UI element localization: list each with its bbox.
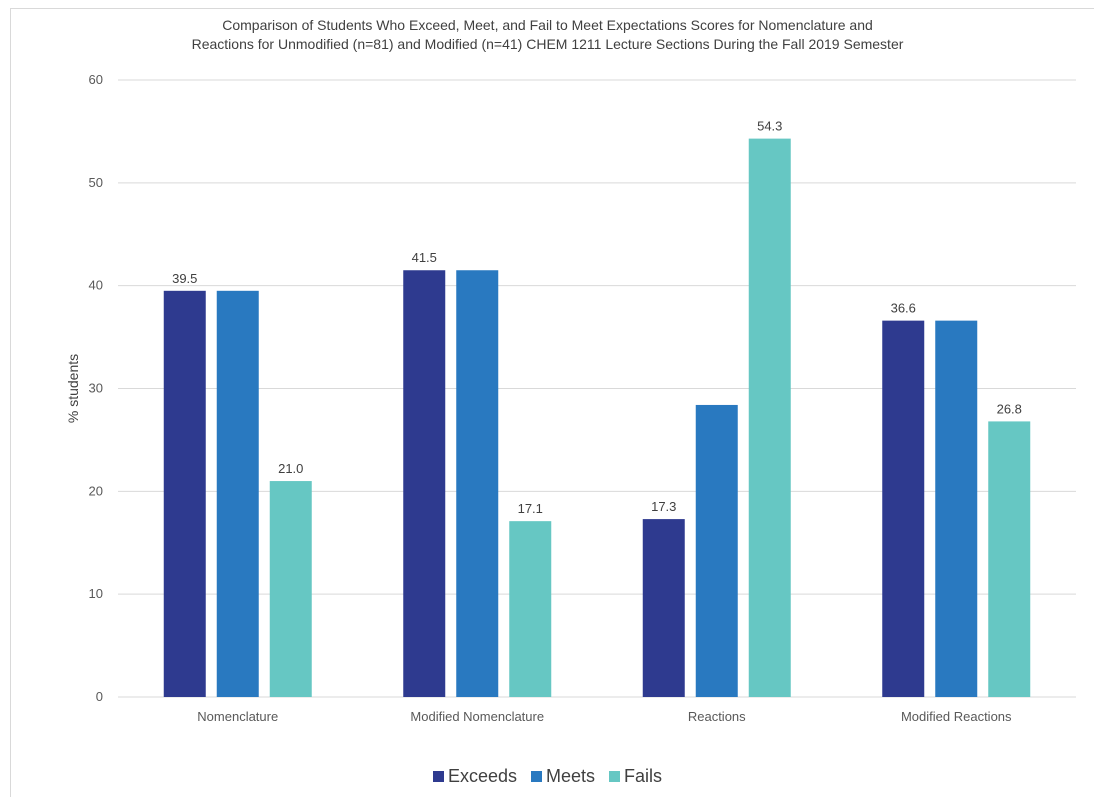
data-label: 21.0 [278,461,303,476]
y-tick-label: 30 [89,381,103,396]
bar-fails-2 [509,521,552,697]
bar-meets-4 [935,320,978,697]
data-label: 17.3 [651,499,676,514]
chart-title-line-1: Comparison of Students Who Exceed, Meet,… [222,17,873,33]
bar-exceeds-2 [403,270,446,697]
bar-meets-3 [695,404,738,697]
legend-swatch [609,771,621,782]
chart-title: Comparison of Students Who Exceed, Meet,… [0,16,1095,54]
x-tick-label: Modified Nomenclature [410,709,544,724]
data-label: 54.3 [757,119,782,134]
bar-exceeds-1 [163,290,206,697]
bar-exceeds-4 [882,320,925,697]
legend-item-fails: Fails [609,766,662,787]
bar-exceeds-3 [642,519,685,697]
bar-fails-4 [988,421,1031,697]
chart-frame [10,8,1094,797]
y-tick-label: 60 [89,72,103,87]
data-label: 39.5 [172,271,197,286]
data-label: 17.1 [518,501,543,516]
y-tick-label: 0 [96,689,103,704]
bar-meets-2 [456,270,499,697]
legend-swatch [432,771,444,782]
legend-item-meets: Meets [531,766,595,787]
y-tick-label: 50 [89,175,103,190]
y-tick-label: 20 [89,483,103,498]
chart-title-line-2: Reactions for Unmodified (n=81) and Modi… [191,36,904,52]
x-tick-label: Nomenclature [197,709,278,724]
legend-label: Meets [546,766,596,786]
x-tick-label: Reactions [688,709,746,724]
bar-fails-1 [269,481,312,697]
chart-legend: Exceeds Meets Fails [0,766,1095,787]
y-tick-label: 10 [89,586,103,601]
y-axis-label: % students [65,354,81,423]
legend-label: Fails [624,766,663,786]
legend-label: Exceeds [447,766,517,786]
data-label: 36.6 [891,301,916,316]
x-tick-label: Modified Reactions [901,709,1012,724]
y-tick-label: 40 [89,278,103,293]
bar-meets-1 [216,290,259,697]
legend-swatch [531,771,542,782]
legend-item-exceeds: Exceeds [432,766,517,787]
data-label: 41.5 [412,250,437,265]
bar-fails-3 [748,138,791,698]
data-label: 26.8 [997,401,1022,416]
